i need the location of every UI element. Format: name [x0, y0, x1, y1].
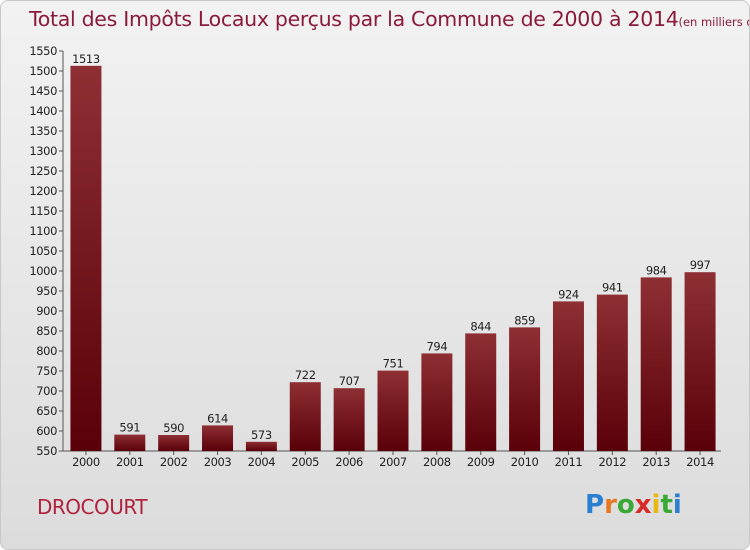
y-tick-label: 1450	[29, 84, 57, 98]
value-labels: 1513 591 590 614 573 722 707 751 794 844 859 924 941…	[72, 52, 711, 442]
y-tick-label: 1500	[29, 64, 57, 78]
chart-title-unit: (en milliers d'€)	[678, 15, 749, 29]
chart-title: Total des Impôts Locaux perçus par la Co…	[29, 7, 749, 31]
bar-value-label: 984	[646, 263, 667, 277]
bar	[333, 388, 365, 451]
chart-title-main: Total des Impôts Locaux perçus par la Co…	[29, 7, 679, 31]
x-tick-label: 2007	[379, 455, 407, 469]
bar-value-label: 707	[339, 374, 360, 388]
bar	[158, 435, 190, 451]
x-tick-label: 2012	[598, 455, 626, 469]
bar-value-label: 924	[558, 287, 579, 301]
bar	[289, 382, 321, 451]
bar	[377, 370, 409, 451]
y-tick-label: 550	[36, 444, 57, 458]
logo-letter: t	[660, 490, 673, 520]
y-tick-label: 1000	[29, 264, 57, 278]
y-tick-label: 850	[36, 324, 57, 338]
x-tick-label: 2006	[335, 455, 363, 469]
x-tick-label: 2008	[423, 455, 451, 469]
bar-value-label: 573	[251, 428, 272, 442]
y-tick-label: 1050	[29, 244, 57, 258]
logo-letter: o	[616, 490, 635, 520]
logo-letter: r	[604, 490, 617, 520]
bar	[70, 65, 102, 452]
x-tick-label: 2013	[642, 455, 670, 469]
bar-value-label: 751	[383, 357, 404, 371]
bar-value-label: 590	[163, 421, 184, 435]
bar-value-label: 1513	[72, 52, 100, 66]
y-tick-label: 700	[36, 384, 57, 398]
bar	[114, 434, 146, 451]
bar	[596, 294, 628, 451]
bar-value-label: 794	[426, 339, 447, 353]
y-tick-label: 1200	[29, 184, 57, 198]
bar	[684, 272, 716, 451]
x-tick-label: 2010	[511, 455, 539, 469]
bar-value-label: 859	[514, 313, 535, 327]
y-tick-label: 950	[36, 284, 57, 298]
y-tick-label: 650	[36, 404, 57, 418]
x-tick-label: 2014	[686, 455, 714, 469]
x-tick-label: 2001	[116, 455, 144, 469]
bar	[509, 327, 541, 451]
bar-value-label: 941	[602, 281, 623, 295]
logo-letter: i	[672, 490, 682, 520]
logo-letter: i	[651, 490, 661, 520]
x-tick-label: 2002	[160, 455, 188, 469]
bar	[245, 441, 277, 451]
axes: 550 600 650 700 750 800 850 900 950 1000 1050 1100 1…	[29, 44, 721, 469]
bar	[202, 425, 234, 451]
x-tick-label: 2000	[72, 455, 100, 469]
y-tick-label: 750	[36, 364, 57, 378]
proxiti-logo: Proxiti	[585, 490, 682, 520]
y-tick-label: 1350	[29, 124, 57, 138]
y-tick-label: 800	[36, 344, 57, 358]
bar	[640, 277, 672, 451]
bar-value-label: 722	[295, 368, 316, 382]
bar	[465, 333, 497, 451]
x-tick-label: 2009	[467, 455, 495, 469]
y-tick-label: 1300	[29, 144, 57, 158]
x-tick-label: 2005	[291, 455, 319, 469]
x-tick-label: 2011	[555, 455, 583, 469]
y-tick-label: 1250	[29, 164, 57, 178]
y-tick-label: 1550	[29, 44, 57, 58]
logo-letter: x	[634, 490, 652, 520]
bar	[552, 301, 584, 451]
y-tick-label: 600	[36, 424, 57, 438]
bar	[421, 353, 453, 451]
bar-value-label: 614	[207, 411, 228, 425]
x-tick-label: 2004	[248, 455, 276, 469]
bar-value-label: 591	[119, 421, 140, 435]
logo-letter: P	[585, 490, 605, 520]
y-tick-label: 900	[36, 304, 57, 318]
bars	[70, 65, 716, 452]
commune-name: DROCOURT	[37, 495, 148, 519]
y-tick-label: 1100	[29, 224, 57, 238]
y-tick-label: 1400	[29, 104, 57, 118]
x-tick-label: 2003	[204, 455, 232, 469]
bar-value-label: 997	[690, 258, 711, 272]
bar-value-label: 844	[470, 319, 491, 333]
y-tick-label: 1150	[29, 204, 57, 218]
